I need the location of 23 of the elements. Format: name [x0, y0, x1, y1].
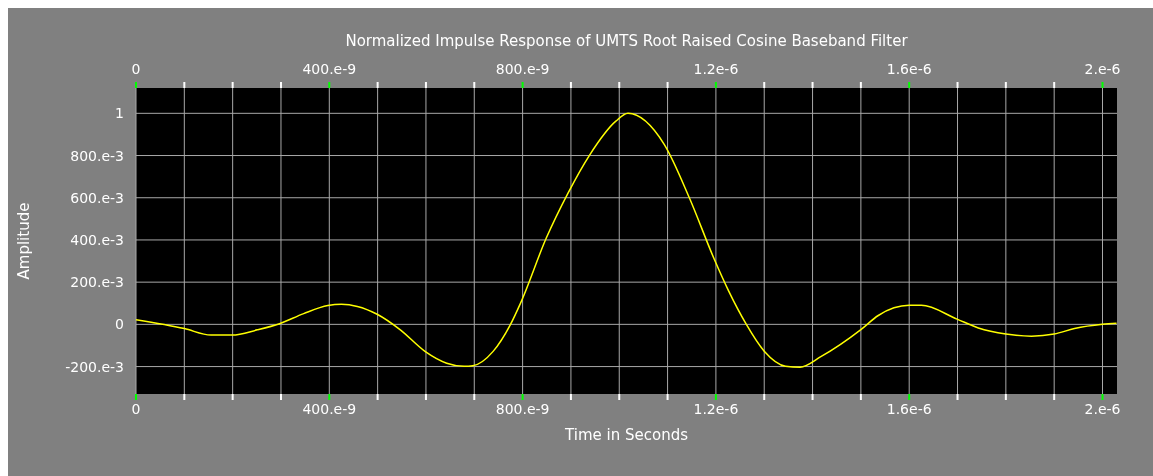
x-tick-label: 1.2e-6 [693, 401, 739, 417]
x2-tick-label: 800.e-9 [495, 61, 550, 77]
y-tick-label: 1 [115, 105, 124, 122]
line-series [136, 112, 1117, 368]
x-tick-label: 800.e-9 [495, 401, 550, 417]
y-axis-title: Amplitude [15, 202, 34, 280]
y-tick-label: 800.e-3 [70, 147, 124, 164]
x2-tick-label: 1.2e-6 [693, 61, 739, 77]
y-tick-label: 200.e-3 [70, 274, 124, 291]
x-axis-title: Time in Seconds [564, 426, 689, 444]
x2-tick-label: 400.e-9 [302, 61, 357, 77]
y-tick-label: 400.e-3 [70, 231, 124, 248]
x-tick-label: 2.e-6 [1084, 401, 1121, 417]
x-tick-label: 1.6e-6 [886, 401, 932, 417]
x2-tick-label: 0 [131, 61, 141, 77]
x2-tick-label: 1.6e-6 [886, 61, 932, 77]
x-tick-label: 0 [131, 401, 141, 417]
chart-title: Normalized Impulse Response of UMTS Root Raised Cosine Baseband Filter [344, 32, 909, 50]
y-tick-label: 600.e-3 [70, 189, 124, 206]
x2-tick-label: 2.e-6 [1084, 61, 1121, 77]
y-tick-label: -200.e-3 [65, 358, 124, 375]
x-tick-label: 400.e-9 [302, 401, 357, 417]
y-tick-label: 0 [115, 316, 124, 333]
